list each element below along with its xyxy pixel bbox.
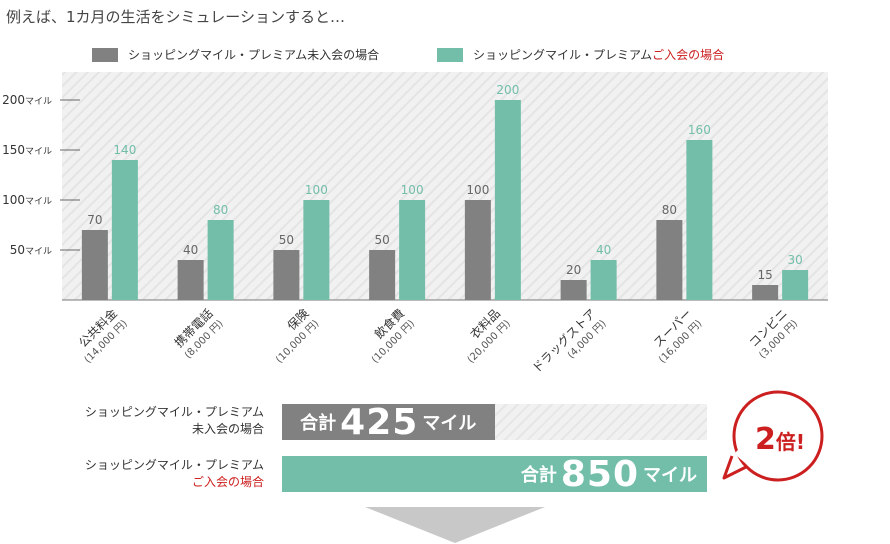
bar-non-member bbox=[464, 200, 491, 300]
total-label-non-member-line1: ショッピングマイル・プレミアム bbox=[84, 405, 264, 419]
plot-area bbox=[62, 72, 828, 300]
double-badge bbox=[722, 390, 824, 482]
y-tick-label: 100マイル bbox=[2, 193, 52, 207]
legend-item-non-member: ショッピングマイル・プレミアム未入会の場合 bbox=[92, 46, 379, 63]
y-tick-unit: マイル bbox=[25, 197, 52, 207]
total-label-non-member: ショッピングマイル・プレミアム 未入会の場合 bbox=[85, 404, 264, 438]
total-label-member-line2: ご入会の場合 bbox=[191, 475, 264, 489]
bar-member bbox=[494, 100, 521, 300]
y-tick-unit: マイル bbox=[25, 97, 52, 107]
data-label-member: 160 bbox=[688, 123, 711, 137]
legend-swatch-member bbox=[437, 47, 463, 62]
legend-label-member-prefix: ショッピングマイル・プレミアム bbox=[473, 48, 653, 62]
total-prefix-non-member: 合計 bbox=[300, 413, 337, 434]
x-tick-label: 保険(10,000 円) bbox=[274, 306, 321, 365]
legend-swatch-non-member bbox=[92, 47, 118, 62]
bar-member bbox=[782, 270, 809, 300]
data-label-non-member: 40 bbox=[183, 243, 198, 257]
y-tick-value: 200 bbox=[2, 93, 25, 107]
x-tick-label: 携帯電話(8,000 円) bbox=[171, 306, 226, 362]
data-label-non-member: 50 bbox=[374, 233, 389, 247]
bar-member bbox=[303, 200, 330, 300]
data-label-non-member: 100 bbox=[466, 183, 489, 197]
data-label-member: 100 bbox=[305, 183, 328, 197]
bar-non-member bbox=[177, 260, 204, 300]
x-tick-label: スーパー(16,000 円) bbox=[651, 306, 705, 365]
total-bar-member: 合計 850 マイル bbox=[282, 453, 707, 495]
bar-member bbox=[207, 220, 234, 300]
data-label-member: 140 bbox=[113, 143, 136, 157]
badge-text: 2倍! bbox=[738, 422, 822, 457]
data-label-non-member: 50 bbox=[279, 233, 294, 247]
total-label-member-line1: ショッピングマイル・プレミアム bbox=[84, 458, 264, 472]
total-label-member: ショッピングマイル・プレミアム ご入会の場合 bbox=[85, 457, 264, 491]
legend-label-member-suffix: ご入会の場合 bbox=[652, 48, 725, 62]
total-unit-non-member: マイル bbox=[422, 413, 477, 434]
badge-word: 倍 bbox=[775, 430, 796, 454]
legend-label-non-member: ショッピングマイル・プレミアム未入会の場合 bbox=[128, 48, 380, 62]
y-tick-label: 150マイル bbox=[2, 143, 52, 157]
total-unit-member: マイル bbox=[643, 465, 697, 486]
down-arrow-icon bbox=[365, 507, 545, 543]
y-tick-value: 50 bbox=[10, 243, 25, 257]
bar-non-member bbox=[81, 230, 108, 300]
legend: ショッピングマイル・プレミアム未入会の場合 ショッピングマイル・プレミアム ご入会… bbox=[0, 44, 890, 66]
x-tick-label: 公共料金(14,000 円) bbox=[75, 306, 130, 366]
data-label-non-member: 70 bbox=[87, 213, 102, 227]
y-tick-unit: マイル bbox=[25, 147, 52, 157]
intro-text: 例えば、1カ月の生活をシミュレーションすると… bbox=[6, 8, 345, 26]
badge-number: 2 bbox=[755, 422, 776, 457]
data-label-non-member: 20 bbox=[566, 263, 581, 277]
bar-member bbox=[686, 140, 713, 300]
bar-member bbox=[590, 260, 617, 300]
total-bar-non-member: 合計 425 マイル bbox=[282, 401, 495, 443]
data-label-member: 30 bbox=[787, 253, 802, 267]
x-tick-label: 衣料品(20,000 円) bbox=[466, 306, 513, 366]
y-tick-label: 50マイル bbox=[10, 243, 52, 257]
legend-item-member: ショッピングマイル・プレミアム ご入会の場合 bbox=[437, 46, 724, 63]
total-label-non-member-line2: 未入会の場合 bbox=[191, 422, 264, 436]
data-label-member: 100 bbox=[401, 183, 424, 197]
y-tick-value: 150 bbox=[2, 143, 25, 157]
data-label-member: 40 bbox=[596, 243, 611, 257]
total-prefix-member: 合計 bbox=[520, 465, 557, 486]
bar-non-member bbox=[273, 250, 300, 300]
data-label-non-member: 80 bbox=[662, 203, 677, 217]
bar-non-member bbox=[752, 285, 779, 300]
x-tick-label: ドラッグストア(4,000 円) bbox=[529, 306, 608, 375]
y-tick-unit: マイル bbox=[25, 247, 52, 257]
total-value-member: 850 bbox=[560, 453, 639, 495]
bar-member bbox=[111, 160, 138, 300]
bar-non-member bbox=[656, 220, 683, 300]
data-label-member: 200 bbox=[496, 83, 519, 97]
x-tick-label: 飲食費(10,000 円) bbox=[370, 306, 417, 366]
x-tick-label: コンビニ(3,000 円) bbox=[746, 306, 800, 361]
data-label-non-member: 15 bbox=[757, 268, 772, 282]
bar-member bbox=[399, 200, 426, 300]
total-value-non-member: 425 bbox=[340, 401, 419, 443]
total-track-member: 合計 850 マイル bbox=[282, 453, 707, 495]
total-track-non-member: 合計 425 マイル bbox=[282, 401, 707, 443]
data-label-member: 80 bbox=[213, 203, 228, 217]
y-tick-label: 200マイル bbox=[2, 93, 52, 107]
y-tick-value: 100 bbox=[2, 193, 25, 207]
bar-non-member bbox=[560, 280, 587, 300]
totals-section: ショッピングマイル・プレミアム 未入会の場合 合計 425 マイル ショッピング… bbox=[0, 398, 890, 508]
badge-mark: ! bbox=[795, 430, 805, 454]
bar-non-member bbox=[369, 250, 396, 300]
